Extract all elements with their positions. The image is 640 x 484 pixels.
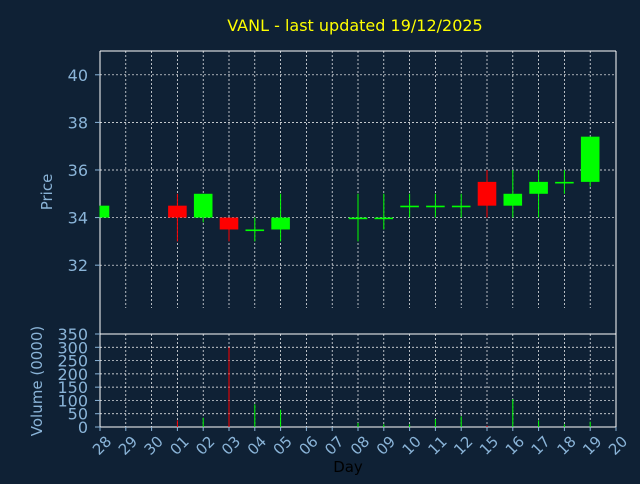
candle (477, 169, 497, 218)
x-tick-label: 12 (450, 433, 476, 459)
x-axis-ticks: 28 29 30 01 02 03 04 05 06 07 08 09 10 11 12 15 16 17 18 19… (89, 427, 631, 459)
candle (99, 205, 110, 218)
candle (555, 169, 574, 194)
x-tick-label: 11 (424, 433, 450, 459)
volume-tick-label: 200 (57, 365, 88, 384)
candle-body (451, 205, 471, 208)
x-tick-label: 02 (192, 433, 218, 459)
volume-tick-label: 50 (68, 405, 88, 424)
x-tick-label: 30 (141, 433, 167, 459)
candle-body (400, 205, 419, 208)
x-tick-label: 08 (347, 433, 373, 459)
chart-title: VANL - last updated 19/12/2025 (227, 16, 482, 35)
candle (503, 169, 523, 218)
x-tick-label: 19 (579, 433, 605, 459)
candle-body (245, 229, 265, 232)
candle-body (374, 217, 394, 220)
candles (99, 136, 600, 242)
x-tick-label: 03 (218, 433, 244, 459)
x-tick-label: 16 (502, 433, 528, 459)
volume-bars (176, 347, 591, 427)
candle-body (168, 205, 187, 218)
x-tick-label: 17 (528, 433, 554, 459)
candle-body (477, 181, 497, 206)
volume-tick-label: 300 (57, 338, 88, 357)
x-tick-label: 20 (605, 433, 631, 459)
x-tick-label: 18 (553, 433, 579, 459)
candle-body (100, 205, 110, 218)
candle (271, 193, 290, 242)
candle (400, 193, 419, 218)
volume-tick-label: 0 (78, 418, 88, 437)
candle (348, 193, 368, 242)
candle (245, 217, 265, 242)
price-tick-label: 32 (68, 256, 88, 275)
price-tick-label: 40 (68, 66, 88, 85)
candle-body (555, 181, 574, 184)
volume-tick-label: 150 (57, 378, 88, 397)
volume-axis-label: Volume (0000) (28, 326, 46, 436)
candle-body (529, 181, 548, 194)
x-tick-label: 04 (244, 433, 270, 459)
candle-body (580, 136, 600, 182)
candle (219, 217, 239, 242)
x-tick-label: 28 (89, 433, 115, 459)
candle-body (348, 217, 368, 220)
volume-grid (100, 333, 616, 428)
x-axis-label: Day (333, 458, 363, 476)
volume-tick-label: 250 (57, 352, 88, 371)
candle-body (503, 193, 523, 206)
candle (193, 193, 213, 223)
x-tick-label: 10 (399, 433, 425, 459)
x-tick-label: 06 (295, 433, 321, 459)
candle-body (271, 217, 290, 230)
x-tick-label: 01 (166, 433, 192, 459)
price-axis-label: Price (38, 174, 56, 211)
candle (451, 193, 471, 218)
x-tick-label: 09 (373, 433, 399, 459)
candle (168, 193, 187, 242)
price-y-ticks: 32 34 36 38 40 (68, 66, 100, 275)
candle-body (193, 193, 213, 218)
volume-tick-label: 100 (57, 391, 88, 410)
candle (529, 169, 548, 218)
price-tick-label: 38 (68, 113, 88, 132)
candle-body (426, 205, 445, 208)
candle-body (219, 217, 239, 230)
price-tick-label: 36 (68, 161, 88, 180)
price-tick-label: 34 (68, 209, 88, 228)
candle (426, 193, 445, 218)
x-tick-label: 29 (115, 433, 141, 459)
x-tick-label: 15 (476, 433, 502, 459)
x-tick-label: 05 (270, 433, 296, 459)
candle (580, 136, 600, 187)
volume-tick-label: 350 (57, 325, 88, 344)
price-grid (99, 50, 617, 427)
x-tick-label: 07 (321, 433, 347, 459)
candle (374, 193, 394, 230)
